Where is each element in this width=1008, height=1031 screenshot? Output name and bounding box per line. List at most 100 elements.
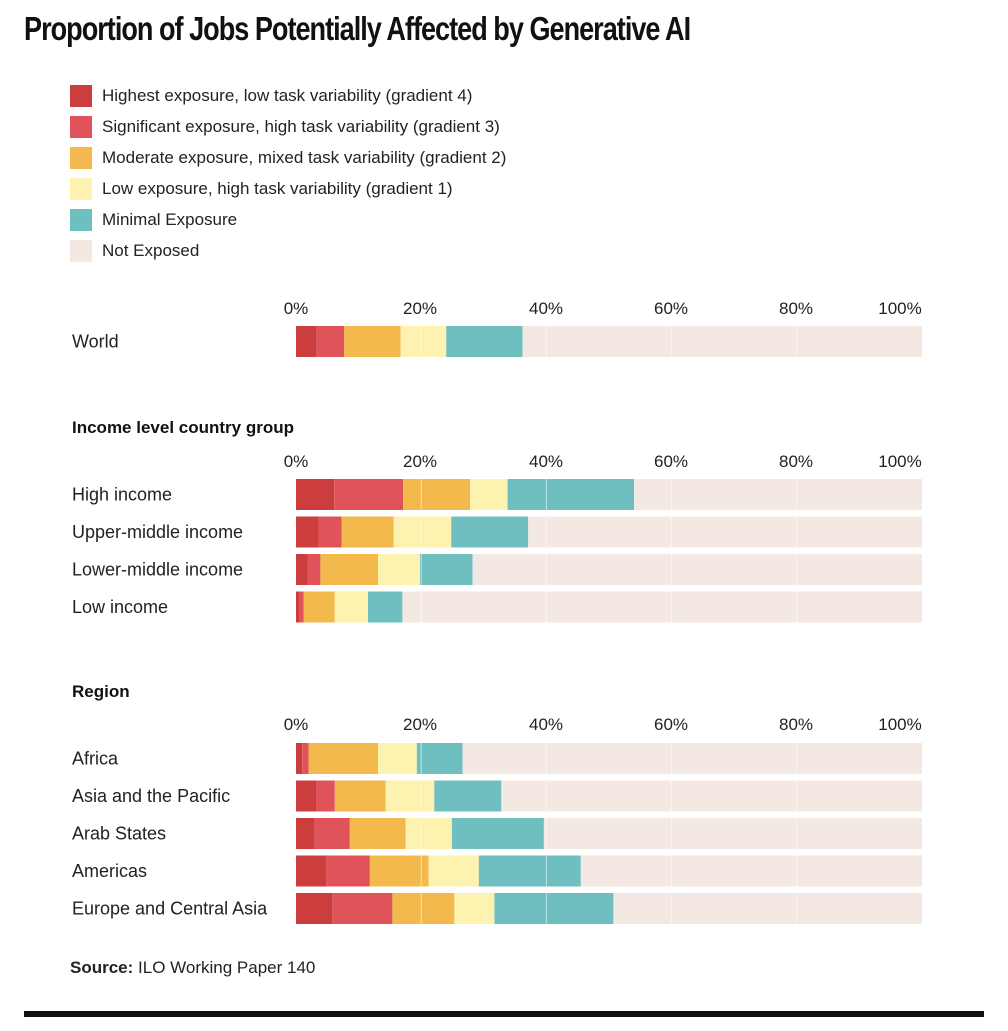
bar-segment-lower-middle-income-1 — [296, 554, 308, 585]
bar-segment-low-income-3 — [303, 591, 335, 623]
bar-segment-lower-middle-income-3 — [320, 554, 379, 585]
bar-segment-africa-2 — [302, 743, 309, 774]
bar-segment-low-income-4 — [334, 591, 368, 623]
bar-segment-arab-states-4 — [405, 818, 452, 849]
x-tick-label: 20% — [403, 299, 437, 318]
row-label-high-income: High income — [72, 485, 172, 505]
group-title-region: Region — [72, 682, 130, 701]
bar-segment-world-2 — [316, 326, 345, 357]
bar-segment-upper-middle-income-1 — [296, 516, 319, 548]
source-label: Source: — [70, 958, 134, 977]
legend-item-5: Minimal Exposure — [70, 204, 506, 235]
bar-segment-africa-4 — [378, 743, 417, 774]
bar-segment-europe-and-central-asia-4 — [454, 893, 495, 924]
legend-swatch — [70, 146, 92, 169]
bar-segment-low-income-2 — [299, 591, 304, 623]
bottom-rule — [24, 1011, 984, 1017]
bar-segment-asia-and-the-pacific-3 — [334, 780, 386, 812]
legend-swatch — [70, 84, 92, 107]
x-tick-label: 100% — [878, 299, 921, 318]
bar-segment-asia-and-the-pacific-4 — [385, 780, 435, 812]
row-label-upper-middle-income: Upper-middle income — [72, 522, 243, 542]
row-label-europe-and-central-asia: Europe and Central Asia — [72, 899, 268, 919]
source-note: Source: ILO Working Paper 140 — [70, 958, 315, 978]
bar-segment-asia-and-the-pacific-2 — [316, 780, 335, 812]
x-tick-label: 0% — [284, 299, 309, 318]
bar-segment-lower-middle-income-6 — [472, 554, 922, 585]
legend-swatch — [70, 208, 92, 231]
row-label-world: World — [72, 332, 119, 352]
bar-segment-americas-6 — [580, 855, 922, 887]
group-title-income-level-country-group: Income level country group — [72, 418, 294, 437]
bar-segment-low-income-1 — [296, 591, 300, 623]
bar-segment-low-income-5 — [367, 591, 403, 623]
bar-segment-americas-3 — [369, 855, 429, 887]
x-tick-label: 40% — [529, 299, 563, 318]
bar-segment-world-3 — [344, 326, 401, 357]
x-tick-label: 20% — [403, 715, 437, 734]
bar-segment-europe-and-central-asia-6 — [613, 893, 922, 924]
legend-swatch — [70, 115, 92, 138]
bar-segment-lower-middle-income-2 — [307, 554, 321, 585]
x-tick-label: 80% — [779, 715, 813, 734]
bar-segment-europe-and-central-asia-5 — [494, 893, 614, 924]
x-tick-label: 40% — [529, 715, 563, 734]
source-text: ILO Working Paper 140 — [138, 958, 316, 977]
bar-segment-upper-middle-income-3 — [341, 516, 394, 548]
chart-title: Proportion of Jobs Potentially Affected … — [24, 10, 691, 47]
bar-segment-lower-middle-income-4 — [378, 554, 420, 585]
bar-segment-world-1 — [296, 326, 317, 357]
x-tick-label: 20% — [403, 452, 437, 471]
legend: Highest exposure, low task variability (… — [70, 80, 506, 266]
row-label-asia-and-the-pacific: Asia and the Pacific — [72, 786, 230, 806]
bar-segment-high-income-4 — [470, 479, 508, 510]
legend-label: Minimal Exposure — [102, 209, 238, 229]
bar-segment-asia-and-the-pacific-5 — [434, 780, 502, 812]
row-label-arab-states: Arab States — [72, 824, 166, 844]
bar-segment-arab-states-3 — [349, 818, 406, 849]
row-label-americas: Americas — [72, 861, 147, 881]
bar-segment-high-income-5 — [507, 479, 635, 510]
bar-segment-americas-4 — [428, 855, 479, 887]
bar-segment-lower-middle-income-5 — [419, 554, 473, 585]
row-label-low-income: Low income — [72, 597, 168, 617]
x-tick-label: 60% — [654, 715, 688, 734]
x-tick-label: 0% — [284, 715, 309, 734]
x-tick-label: 60% — [654, 452, 688, 471]
bar-segment-low-income-6 — [402, 591, 922, 623]
bar-segment-upper-middle-income-2 — [318, 516, 342, 548]
bar-segment-asia-and-the-pacific-6 — [501, 780, 922, 812]
bar-segment-arab-states-5 — [451, 818, 544, 849]
bar-segment-europe-and-central-asia-3 — [392, 893, 455, 924]
x-tick-label: 100% — [878, 715, 921, 734]
x-tick-label: 100% — [878, 452, 921, 471]
bar-segment-high-income-1 — [296, 479, 335, 510]
bar-segment-asia-and-the-pacific-1 — [296, 780, 317, 812]
legend-label: Low exposure, high task variability (gra… — [102, 178, 453, 198]
legend-label: Moderate exposure, mixed task variabilit… — [102, 147, 507, 167]
legend-item-1: Highest exposure, low task variability (… — [70, 80, 506, 111]
bar-segment-arab-states-2 — [314, 818, 350, 849]
bar-segment-africa-6 — [462, 743, 922, 774]
bar-segment-africa-5 — [416, 743, 463, 774]
bar-segment-europe-and-central-asia-2 — [332, 893, 393, 924]
bar-segment-upper-middle-income-6 — [528, 516, 922, 548]
legend-swatch — [70, 239, 92, 262]
legend-item-3: Moderate exposure, mixed task variabilit… — [70, 142, 506, 173]
bar-segment-arab-states-1 — [296, 818, 315, 849]
legend-label: Not Exposed — [102, 240, 200, 260]
bar-segment-high-income-6 — [634, 479, 922, 510]
bar-segment-high-income-3 — [403, 479, 471, 510]
bar-segment-upper-middle-income-4 — [393, 516, 452, 548]
x-tick-label: 80% — [779, 299, 813, 318]
bar-segment-upper-middle-income-5 — [451, 516, 529, 548]
bar-segment-americas-5 — [478, 855, 581, 887]
x-tick-label: 0% — [284, 452, 309, 471]
bar-segment-arab-states-6 — [543, 818, 922, 849]
bar-segment-africa-3 — [308, 743, 379, 774]
bar-segment-world-4 — [400, 326, 447, 357]
x-tick-label: 80% — [779, 452, 813, 471]
legend-label: Highest exposure, low task variability (… — [102, 85, 473, 105]
bar-segment-americas-1 — [296, 855, 327, 887]
